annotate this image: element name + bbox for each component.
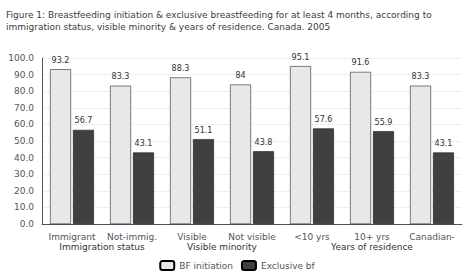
svg-text:10.0: 10.0	[14, 202, 34, 212]
svg-text:80.0: 80.0	[14, 86, 34, 96]
svg-text:20.0: 20.0	[14, 186, 34, 196]
svg-text:0.0: 0.0	[20, 219, 35, 229]
svg-text:83.3: 83.3	[112, 72, 130, 81]
svg-text:100.0: 100.0	[8, 53, 34, 63]
svg-text:<10 yrs: <10 yrs	[294, 232, 330, 242]
svg-text:88.3: 88.3	[172, 64, 190, 73]
svg-text:Immigrant: Immigrant	[49, 232, 96, 242]
svg-text:40.0: 40.0	[14, 153, 34, 163]
svg-text:43.1: 43.1	[435, 139, 453, 148]
svg-text:56.7: 56.7	[75, 116, 93, 125]
svg-text:90.0: 90.0	[14, 70, 34, 80]
svg-text:BF initiation: BF initiation	[179, 261, 233, 271]
svg-text:Visible minority: Visible minority	[187, 242, 257, 252]
svg-text:83.3: 83.3	[412, 72, 430, 81]
svg-text:immigration status, visible mi: immigration status, visible minority & y…	[6, 22, 330, 32]
svg-text:43.1: 43.1	[135, 139, 153, 148]
svg-text:Immigration status: Immigration status	[59, 242, 145, 252]
svg-text:Canadian-: Canadian-	[409, 232, 455, 242]
svg-text:Figure 1: Breastfeeding initia: Figure 1: Breastfeeding initiation & exc…	[6, 10, 432, 20]
svg-text:60.0: 60.0	[14, 119, 34, 129]
svg-text:51.1: 51.1	[195, 126, 213, 135]
svg-text:Visible: Visible	[177, 232, 207, 242]
svg-text:93.2: 93.2	[52, 56, 70, 65]
svg-text:43.8: 43.8	[255, 138, 273, 147]
svg-text:84: 84	[235, 71, 245, 80]
svg-text:Exclusive bf: Exclusive bf	[261, 261, 316, 271]
svg-text:57.6: 57.6	[315, 115, 333, 124]
svg-text:95.1: 95.1	[292, 53, 310, 62]
svg-text:70.0: 70.0	[14, 103, 34, 113]
svg-text:91.6: 91.6	[352, 58, 370, 67]
svg-text:55.9: 55.9	[375, 118, 393, 127]
svg-text:10+ yrs: 10+ yrs	[354, 232, 390, 242]
svg-text:50.0: 50.0	[14, 136, 34, 146]
svg-text:30.0: 30.0	[14, 169, 34, 179]
svg-text:Years of residence: Years of residence	[330, 242, 413, 252]
svg-text:Not visible: Not visible	[228, 232, 276, 242]
svg-text:Not-immig.: Not-immig.	[107, 232, 157, 242]
